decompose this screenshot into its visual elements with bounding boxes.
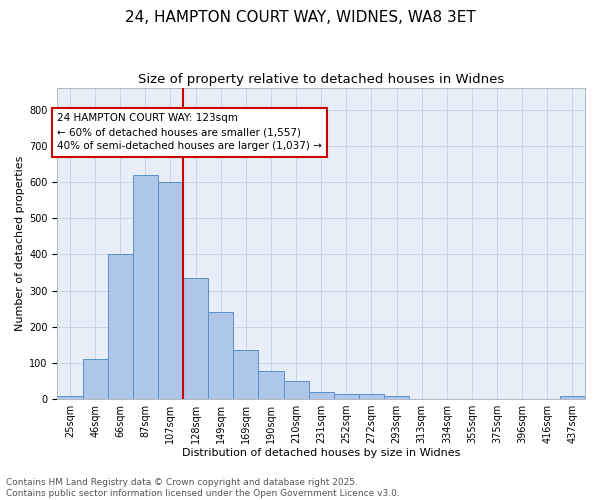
Y-axis label: Number of detached properties: Number of detached properties: [15, 156, 25, 331]
Bar: [334, 394, 359, 399]
Bar: [107, 254, 133, 399]
Bar: [183, 278, 208, 399]
Bar: [83, 359, 107, 399]
Bar: [560, 396, 585, 399]
Bar: [384, 396, 409, 399]
Bar: [259, 371, 284, 399]
Bar: [284, 381, 308, 399]
Bar: [208, 312, 233, 399]
Title: Size of property relative to detached houses in Widnes: Size of property relative to detached ho…: [138, 72, 505, 86]
Bar: [133, 175, 158, 399]
X-axis label: Distribution of detached houses by size in Widnes: Distribution of detached houses by size …: [182, 448, 460, 458]
Bar: [58, 396, 83, 399]
Bar: [158, 182, 183, 399]
Text: Contains HM Land Registry data © Crown copyright and database right 2025.
Contai: Contains HM Land Registry data © Crown c…: [6, 478, 400, 498]
Bar: [233, 350, 259, 399]
Text: 24 HAMPTON COURT WAY: 123sqm
← 60% of detached houses are smaller (1,557)
40% of: 24 HAMPTON COURT WAY: 123sqm ← 60% of de…: [58, 114, 322, 152]
Bar: [359, 394, 384, 399]
Bar: [308, 392, 334, 399]
Text: 24, HAMPTON COURT WAY, WIDNES, WA8 3ET: 24, HAMPTON COURT WAY, WIDNES, WA8 3ET: [125, 10, 475, 25]
